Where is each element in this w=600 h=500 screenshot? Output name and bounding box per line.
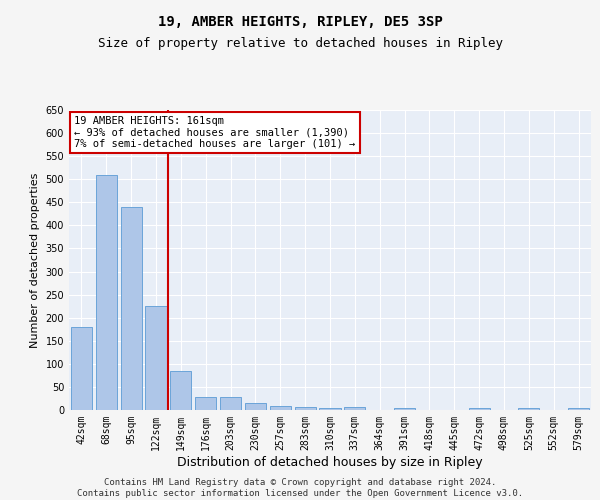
Bar — [195, 397, 216, 410]
Bar — [145, 306, 167, 410]
Bar — [344, 407, 365, 410]
Bar — [319, 408, 341, 410]
Bar — [220, 397, 241, 410]
Bar — [245, 403, 266, 410]
Text: 19, AMBER HEIGHTS, RIPLEY, DE5 3SP: 19, AMBER HEIGHTS, RIPLEY, DE5 3SP — [158, 15, 442, 29]
Text: Contains HM Land Registry data © Crown copyright and database right 2024.
Contai: Contains HM Land Registry data © Crown c… — [77, 478, 523, 498]
Bar — [295, 407, 316, 410]
Text: 19 AMBER HEIGHTS: 161sqm
← 93% of detached houses are smaller (1,390)
7% of semi: 19 AMBER HEIGHTS: 161sqm ← 93% of detach… — [74, 116, 355, 149]
Bar — [121, 207, 142, 410]
Bar — [270, 406, 291, 410]
X-axis label: Distribution of detached houses by size in Ripley: Distribution of detached houses by size … — [177, 456, 483, 468]
Bar — [96, 174, 117, 410]
Bar — [394, 408, 415, 410]
Y-axis label: Number of detached properties: Number of detached properties — [30, 172, 40, 348]
Text: Size of property relative to detached houses in Ripley: Size of property relative to detached ho… — [97, 38, 503, 51]
Bar — [568, 408, 589, 410]
Bar — [71, 327, 92, 410]
Bar — [170, 371, 191, 410]
Bar — [469, 408, 490, 410]
Bar — [518, 408, 539, 410]
